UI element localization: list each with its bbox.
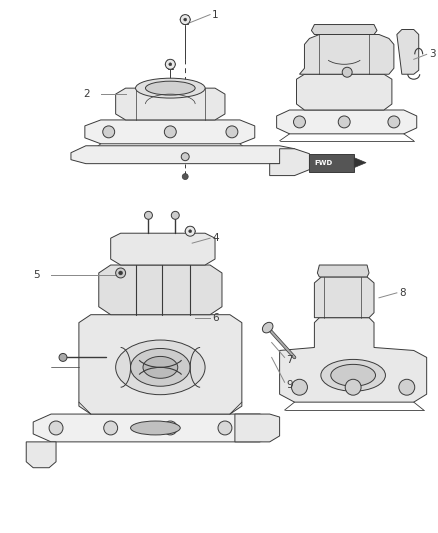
Ellipse shape [131, 349, 190, 386]
Circle shape [163, 421, 177, 435]
Circle shape [180, 14, 190, 25]
Text: 5: 5 [33, 270, 40, 280]
Polygon shape [297, 74, 392, 110]
Circle shape [185, 226, 195, 236]
Polygon shape [235, 414, 279, 442]
Circle shape [292, 379, 307, 395]
Circle shape [165, 59, 175, 69]
Polygon shape [111, 233, 215, 265]
Circle shape [338, 116, 350, 128]
Circle shape [189, 230, 192, 233]
Polygon shape [26, 442, 56, 468]
Circle shape [104, 421, 118, 435]
Text: 9: 9 [286, 380, 293, 390]
Circle shape [399, 379, 415, 395]
Circle shape [49, 421, 63, 435]
Polygon shape [397, 29, 419, 74]
Text: FWD: FWD [314, 160, 332, 166]
Circle shape [171, 212, 179, 219]
Polygon shape [314, 277, 374, 318]
Polygon shape [311, 25, 377, 35]
Circle shape [181, 153, 189, 160]
Polygon shape [99, 265, 222, 314]
Circle shape [388, 116, 400, 128]
Polygon shape [85, 120, 255, 144]
Polygon shape [277, 110, 417, 134]
Circle shape [218, 421, 232, 435]
Ellipse shape [145, 81, 195, 95]
Polygon shape [354, 158, 366, 168]
Polygon shape [33, 414, 278, 442]
Text: 3: 3 [429, 50, 435, 59]
Circle shape [184, 18, 187, 21]
Polygon shape [116, 88, 225, 120]
Text: 4: 4 [212, 233, 219, 243]
Ellipse shape [321, 359, 385, 391]
Circle shape [342, 67, 352, 77]
Ellipse shape [143, 357, 178, 378]
Polygon shape [270, 149, 309, 175]
Circle shape [293, 116, 305, 128]
Polygon shape [318, 265, 369, 277]
Circle shape [119, 271, 123, 275]
Ellipse shape [331, 365, 375, 386]
Ellipse shape [131, 421, 180, 435]
Polygon shape [279, 318, 427, 402]
Circle shape [226, 126, 238, 138]
Ellipse shape [262, 322, 273, 333]
Circle shape [116, 268, 126, 278]
Circle shape [182, 174, 188, 180]
Polygon shape [309, 154, 354, 172]
Polygon shape [71, 146, 294, 164]
Circle shape [103, 126, 115, 138]
Circle shape [164, 126, 176, 138]
Text: 8: 8 [399, 288, 406, 298]
Text: 2: 2 [83, 89, 89, 99]
Circle shape [145, 212, 152, 219]
Circle shape [345, 379, 361, 395]
Polygon shape [300, 35, 394, 74]
Text: 7: 7 [286, 356, 293, 366]
Circle shape [59, 353, 67, 361]
Circle shape [169, 63, 172, 66]
Text: 6: 6 [212, 313, 219, 322]
Ellipse shape [135, 78, 205, 98]
Polygon shape [79, 314, 242, 414]
Text: 1: 1 [212, 10, 219, 20]
Ellipse shape [116, 340, 205, 394]
